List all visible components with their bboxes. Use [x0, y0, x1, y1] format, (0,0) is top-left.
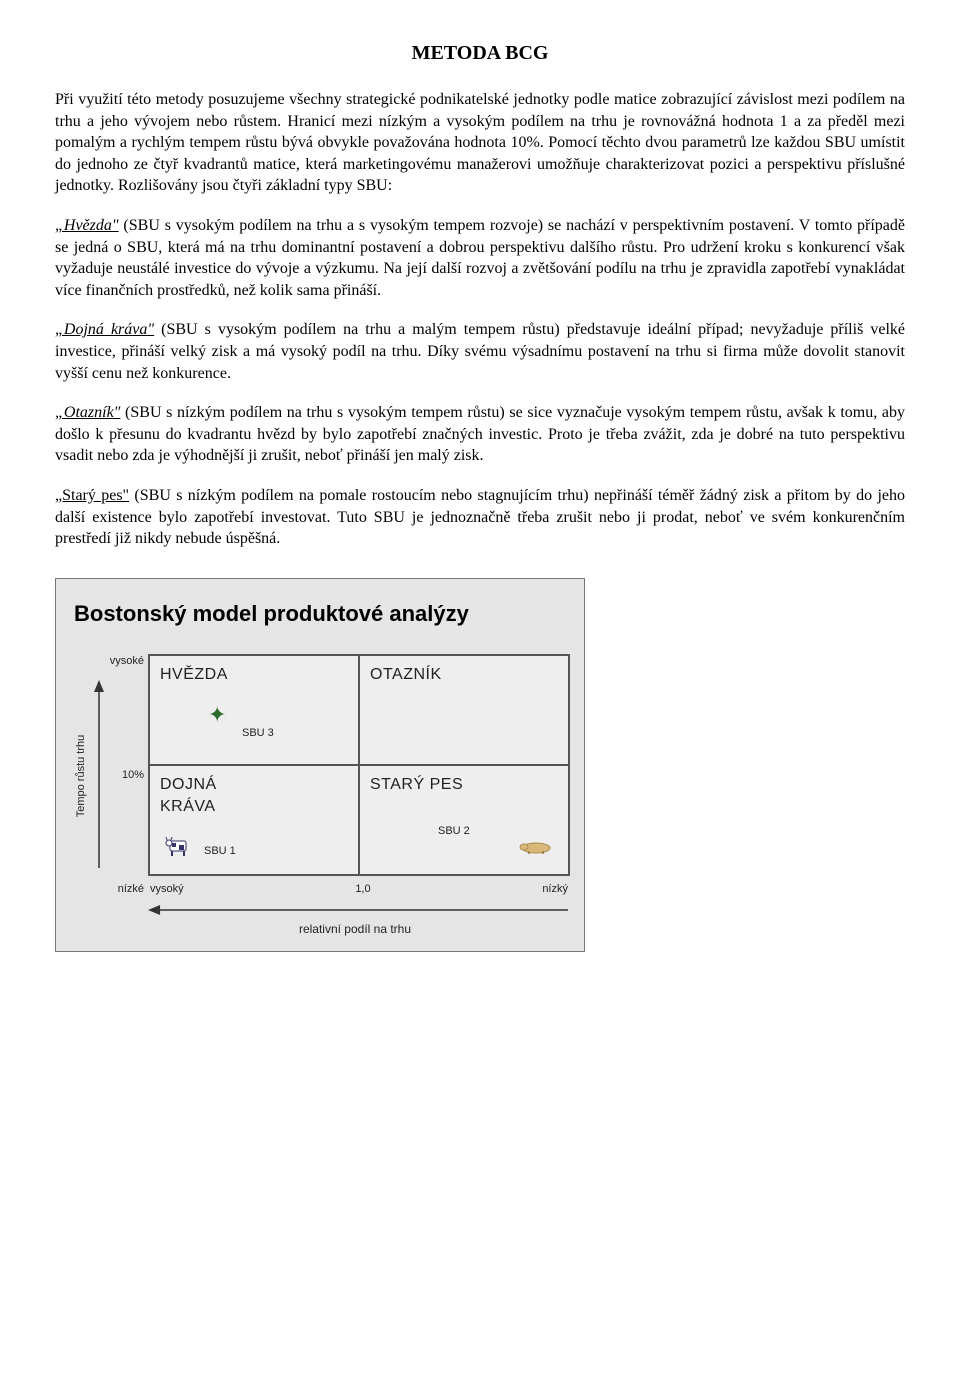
pes-text: (SBU s nízkým podílem na pomale rostoucí… — [55, 487, 905, 547]
quadrant-hvezda: HVĚZDA ✦ SBU 3 — [149, 655, 359, 765]
quadrant-dojna-title1: DOJNÁ — [160, 774, 348, 796]
cow-icon — [164, 835, 194, 865]
sbu1-label: SBU 1 — [204, 844, 236, 859]
quadrant-pes-title: STARÝ PES — [370, 774, 558, 796]
intro-paragraph: Při využití této metody posuzujeme všech… — [55, 89, 905, 197]
star-icon: ✦ — [208, 700, 226, 730]
xaxis-mid: 1,0 — [333, 882, 393, 897]
quadrant-otaznik-title: OTAZNÍK — [370, 664, 558, 686]
otaznik-paragraph: „Otazník" (SBU s nízkým podílem na trhu … — [55, 402, 905, 467]
diagram-title: Bostonský model produktové analýzy — [74, 599, 570, 629]
sbu2-label: SBU 2 — [438, 824, 470, 839]
hvezda-text: (SBU s vysokým podílem na trhu a s vysok… — [55, 217, 905, 299]
xaxis-right: nízký — [542, 882, 568, 897]
yaxis-arrow-icon — [90, 654, 108, 897]
xaxis-left: vysoký — [150, 882, 184, 897]
dog-icon — [518, 836, 554, 860]
yaxis-labels: vysoké 10% nízké — [108, 654, 148, 897]
quadrant-dojna-title2: KRÁVA — [160, 796, 348, 818]
dojna-paragraph: „Dojná kráva" (SBU s vysokým podílem na … — [55, 319, 905, 384]
pes-label: „Starý pes" — [55, 487, 129, 504]
yaxis-mid: 10% — [122, 768, 144, 783]
bcg-matrix: HVĚZDA ✦ SBU 3 OTAZNÍK DOJNÁ KRÁVA — [148, 654, 570, 876]
quadrant-otaznik: OTAZNÍK — [359, 655, 569, 765]
otaznik-label: „Otazník" — [55, 404, 120, 421]
quadrant-pes: STARÝ PES SBU 2 — [359, 765, 569, 875]
yaxis-high: vysoké — [110, 655, 144, 667]
sbu3-label: SBU 3 — [242, 726, 274, 741]
xaxis-labels: vysoký 1,0 nízký — [148, 882, 570, 897]
hvezda-paragraph: „Hvězda" (SBU s vysokým podílem na trhu … — [55, 215, 905, 301]
hvezda-label: „Hvězda" — [55, 217, 119, 234]
xaxis-arrow-icon — [70, 903, 570, 917]
xaxis-title: relativní podíl na trhu — [70, 921, 570, 937]
yaxis-low: nízké — [118, 882, 144, 897]
pes-paragraph: „Starý pes" (SBU s nízkým podílem na pom… — [55, 485, 905, 550]
page-title: METODA BCG — [55, 40, 905, 67]
quadrant-dojna: DOJNÁ KRÁVA SBU 1 — [149, 765, 359, 875]
otaznik-text: (SBU s nízkým podílem na trhu s vysokým … — [55, 404, 905, 464]
quadrant-hvezda-title: HVĚZDA — [160, 664, 348, 686]
dojna-text: (SBU s vysokým podílem na trhu a malým t… — [55, 321, 905, 381]
dojna-label: „Dojná kráva" — [55, 321, 154, 338]
yaxis-title: Tempo růstu trhu — [70, 654, 90, 897]
bcg-diagram: Bostonský model produktové analýzy Tempo… — [55, 578, 585, 953]
